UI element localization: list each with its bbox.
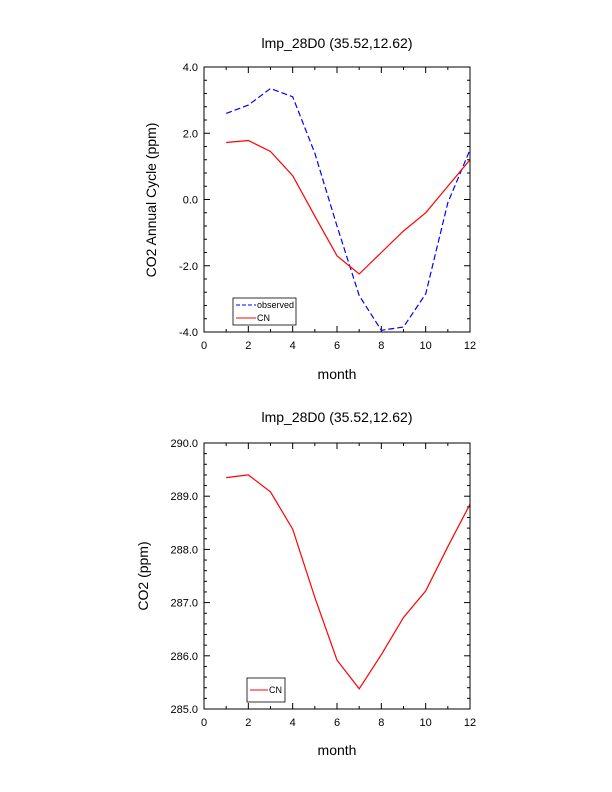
x-tick-label: 4 <box>290 340 296 352</box>
plot-frame <box>203 66 471 333</box>
x-tick-label: 4 <box>290 717 296 729</box>
x-tick-label: 12 <box>464 340 476 352</box>
annual-cycle-chart: lmp_28D0 (35.52,12.62) CO2 Annual Cycle … <box>143 35 476 382</box>
legend-label-cn: CN <box>269 685 282 695</box>
x-tick-label: 2 <box>245 340 251 352</box>
tick-group: 0 2 4 6 8 10 12 285.0 286.0 287.0 288.0 289.0 290.0 <box>170 438 476 729</box>
y-axis-label: CO2 (ppm) <box>135 541 151 610</box>
y-tick-label: 285.0 <box>170 704 198 716</box>
y-axis-label: CO2 Annual Cycle (ppm) <box>143 123 159 278</box>
series-line-observed <box>225 87 471 331</box>
x-tick-label: 2 <box>245 717 251 729</box>
series-line-cn <box>226 139 471 275</box>
y-tick-label: 289.0 <box>170 491 198 503</box>
legend-label-cn: CN <box>257 313 270 323</box>
y-tick-label: 288.0 <box>170 544 198 556</box>
y-tick-label: 4.0 <box>183 62 198 74</box>
plot-frame <box>203 442 471 710</box>
legend: observed CN <box>232 297 297 326</box>
legend-label-observed: observed <box>257 300 294 310</box>
x-tick-label: 8 <box>378 340 384 352</box>
plot-marks <box>225 87 471 331</box>
x-tick-label: 0 <box>201 717 207 729</box>
x-tick-label: 12 <box>464 717 476 729</box>
co2-chart: lmp_28D0 (35.52,12.62) CO2 (ppm) month 0… <box>135 409 476 758</box>
x-tick-label: 10 <box>420 340 432 352</box>
y-tick-label: -4.0 <box>179 327 198 339</box>
y-tick-label: 2.0 <box>183 128 198 140</box>
y-tick-label: 290.0 <box>170 438 198 450</box>
y-tick-label: 287.0 <box>170 598 198 610</box>
chart-title: lmp_28D0 (35.52,12.62) <box>262 409 413 425</box>
legend: CN <box>246 677 286 703</box>
tick-group: 0 2 4 6 8 10 12 -4.0 -2.0 0.0 2.0 4.0 <box>179 62 476 352</box>
plot-marks <box>226 474 471 690</box>
x-axis-label: month <box>318 742 357 758</box>
x-tick-label: 0 <box>201 340 207 352</box>
y-tick-label: -2.0 <box>179 261 198 273</box>
x-tick-label: 8 <box>378 717 384 729</box>
legend-box <box>232 297 297 326</box>
x-axis-label: month <box>318 366 357 382</box>
x-tick-label: 6 <box>334 340 340 352</box>
y-tick-label: 0.0 <box>183 195 198 207</box>
chart-title: lmp_28D0 (35.52,12.62) <box>262 35 413 51</box>
series-line-cn <box>226 474 471 690</box>
y-tick-label: 286.0 <box>170 651 198 663</box>
x-tick-label: 10 <box>420 717 432 729</box>
x-tick-label: 6 <box>334 717 340 729</box>
